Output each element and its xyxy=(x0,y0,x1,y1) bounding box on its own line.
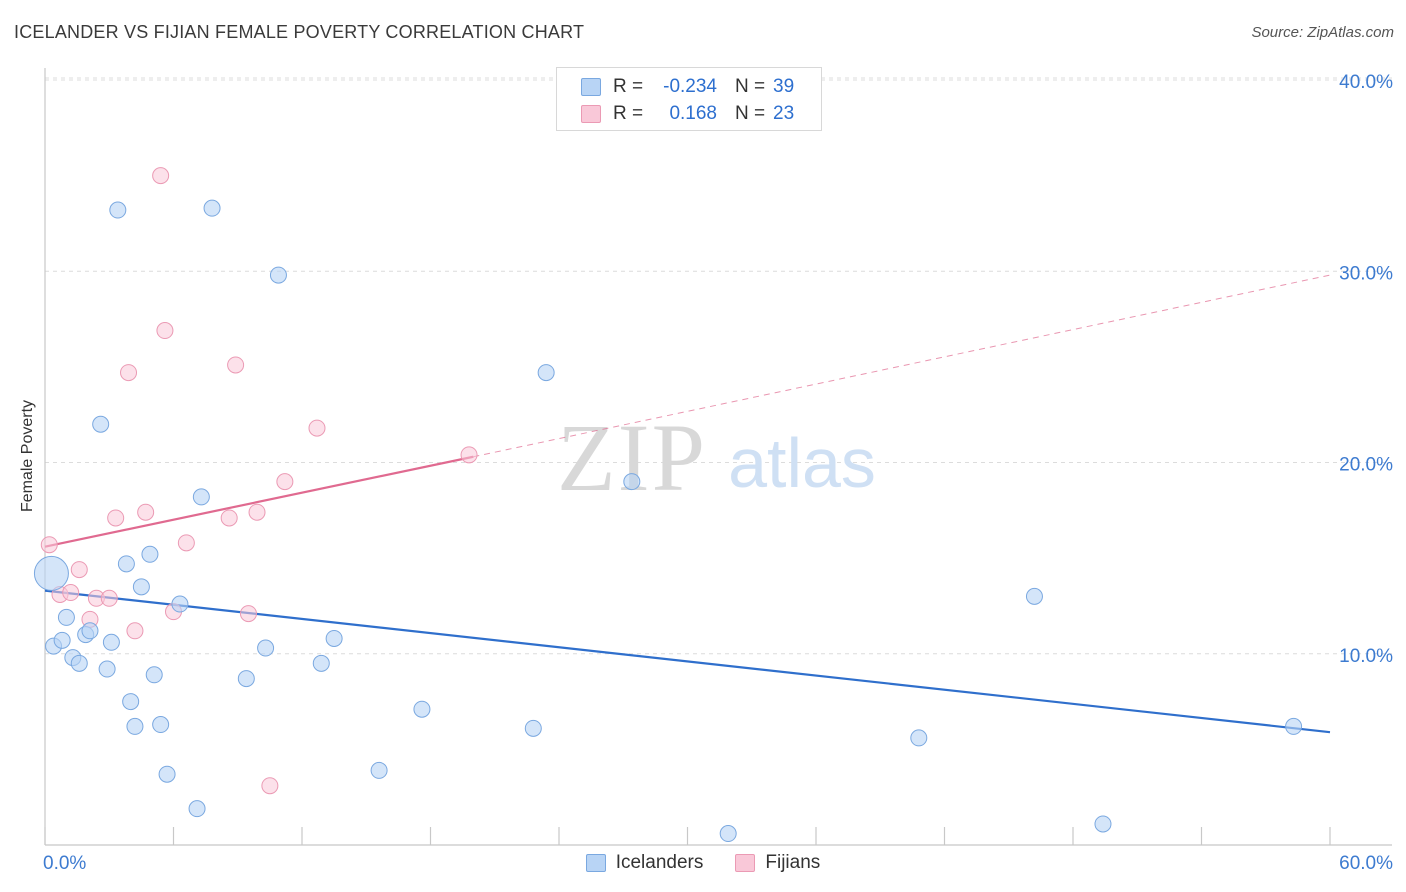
fijian-point xyxy=(137,503,155,521)
n-value: 39 xyxy=(773,76,795,97)
icelander-point xyxy=(537,364,555,382)
fijian-point xyxy=(152,167,170,185)
source-label: Source: ZipAtlas.com xyxy=(1251,24,1394,41)
icelander-point xyxy=(524,719,542,737)
chart-title: ICELANDER VS FIJIAN FEMALE POVERTY CORRE… xyxy=(14,22,585,42)
icelander-point xyxy=(257,639,275,657)
icelander-point xyxy=(117,555,135,573)
icelander-point xyxy=(1094,815,1112,833)
icelander-point xyxy=(203,199,221,217)
fijian-point xyxy=(460,446,478,464)
icelander-point xyxy=(122,693,140,711)
y-tick-label: 30.0% xyxy=(1339,263,1393,284)
icelander-point xyxy=(325,629,343,647)
fijian-point xyxy=(261,777,279,795)
watermark-zip: ZIP xyxy=(557,404,707,511)
icelander-point xyxy=(188,800,206,818)
icelander-point xyxy=(312,654,330,672)
series-legend: Icelanders Fijians xyxy=(0,852,1406,874)
icelander-point xyxy=(33,555,69,591)
watermark: ZIP atlas xyxy=(557,404,876,511)
fijian-point xyxy=(70,561,88,579)
icelander-point xyxy=(132,578,150,596)
n-value: 23 xyxy=(773,103,795,124)
trend-lines xyxy=(44,274,1331,734)
fijian-point xyxy=(40,536,58,554)
icelander-point xyxy=(1025,587,1043,605)
icelander-point xyxy=(57,608,75,626)
icelanders-swatch xyxy=(581,78,601,96)
icelanders-legend-swatch xyxy=(585,854,606,872)
icelander-point xyxy=(145,666,163,684)
n-label: N = xyxy=(735,76,766,97)
icelander-point xyxy=(141,545,159,563)
fijian-point xyxy=(120,364,138,382)
icelander-point xyxy=(623,473,641,491)
r-label: R = xyxy=(613,103,644,124)
icelander-point xyxy=(126,717,144,735)
icelander-point xyxy=(109,201,127,219)
legend-row-fijians: R = 0.168 N = 23 xyxy=(581,102,794,126)
fijian-point xyxy=(126,622,144,640)
legend-row-icelanders: R = -0.234 N = 39 xyxy=(581,75,794,99)
fijian-point xyxy=(276,473,294,491)
icelander-point xyxy=(53,631,71,649)
fijians-legend-swatch xyxy=(735,854,756,872)
icelander-point xyxy=(102,633,120,651)
legend-item-fijians[interactable]: Fijians xyxy=(735,852,820,874)
icelander-point xyxy=(237,670,255,688)
icelanders-trend-line xyxy=(44,589,1331,734)
fijian-point xyxy=(62,584,80,602)
icelander-point xyxy=(70,654,88,672)
r-label: R = xyxy=(613,76,644,97)
fijian-point xyxy=(227,356,245,374)
y-tick-label: 10.0% xyxy=(1339,646,1393,667)
correlation-legend: R = -0.234 N = 39 R = 0.168 N = 23 xyxy=(556,67,822,131)
fijian-point xyxy=(239,605,257,623)
icelanders-legend-label: Icelanders xyxy=(615,852,704,873)
tick-labels: 10.0% 20.0% 30.0% 40.0% 0.0% 60.0% xyxy=(43,72,1393,874)
r-value: 0.168 xyxy=(669,103,717,124)
watermark-atlas: atlas xyxy=(728,424,876,502)
icelander-point xyxy=(269,266,287,284)
data-points xyxy=(33,167,1303,843)
icelander-point xyxy=(81,622,99,640)
fijians-swatch xyxy=(581,105,601,123)
grid-lines xyxy=(45,77,1392,655)
icelander-point xyxy=(370,761,388,779)
x-tick-label-max: 60.0% xyxy=(1339,853,1393,874)
r-value: -0.234 xyxy=(663,76,717,97)
icelander-point xyxy=(92,415,110,433)
icelander-point xyxy=(1285,717,1303,735)
icelander-point xyxy=(413,700,431,718)
fijian-point xyxy=(107,509,125,527)
fijians-trend-line xyxy=(44,455,474,548)
icelander-point xyxy=(192,488,210,506)
fijian-point xyxy=(248,503,266,521)
fijian-point xyxy=(100,589,118,607)
icelander-point xyxy=(910,729,928,747)
x-tick-label-min: 0.0% xyxy=(43,853,86,874)
fijian-point xyxy=(156,322,174,340)
icelander-point xyxy=(98,660,116,678)
icelander-point xyxy=(171,595,189,613)
fijian-point xyxy=(308,419,326,437)
fijians-legend-label: Fijians xyxy=(765,852,821,873)
fijian-point xyxy=(220,509,238,527)
fijian-point xyxy=(177,534,195,552)
n-label: N = xyxy=(735,103,766,124)
axes xyxy=(44,68,1392,846)
y-tick-label: 20.0% xyxy=(1339,455,1393,476)
icelander-point xyxy=(719,825,737,843)
legend-item-icelanders[interactable]: Icelanders xyxy=(585,852,704,874)
fijians-trend-extension xyxy=(473,274,1331,458)
icelander-point xyxy=(152,716,170,734)
y-tick-label: 40.0% xyxy=(1339,72,1393,93)
icelander-point xyxy=(158,765,176,783)
